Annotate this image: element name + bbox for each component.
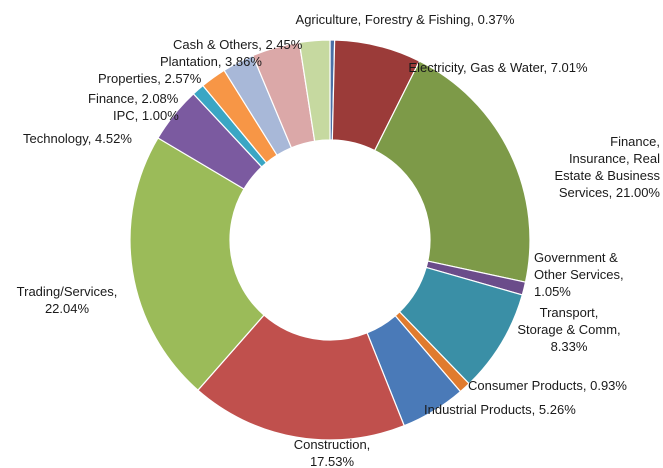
label-trading-services: Trading/Services, 22.04% bbox=[17, 284, 118, 316]
slice-labels: Agriculture, Forestry & Fishing, 0.37% El… bbox=[17, 12, 661, 468]
label-agriculture-forestry-fishing: Agriculture, Forestry & Fishing, 0.37% bbox=[296, 12, 515, 27]
label-electricity-gas-water: Electricity, Gas & Water, 7.01% bbox=[408, 60, 588, 75]
label-cash-others: Cash & Others, 2.45% bbox=[173, 37, 303, 52]
label-consumer-products: Consumer Products, 0.93% bbox=[468, 378, 627, 393]
label-transport-storage-comm: Transport, Storage & Comm, 8.33% bbox=[517, 305, 620, 354]
label-ipc: IPC, 1.00% bbox=[113, 108, 179, 123]
donut-slices bbox=[129, 39, 531, 441]
label-construction: Construction, 17.53% bbox=[294, 437, 371, 468]
slice-finance-insurance-real-estate-business-services bbox=[373, 60, 531, 283]
label-finance-insurance-real-estate-business-services: Finance, Insurance, Real Estate & Business… bbox=[555, 134, 661, 200]
label-finance: Finance, 2.08% bbox=[88, 91, 179, 106]
slice-construction bbox=[197, 314, 405, 441]
label-plantation: Plantation, 3.86% bbox=[160, 54, 262, 69]
slice-cash-others bbox=[298, 39, 331, 142]
label-technology: Technology, 4.52% bbox=[23, 131, 132, 146]
slice-trading-services bbox=[129, 137, 265, 392]
label-government-other-services: Government & Other Services, 1.05% bbox=[534, 250, 624, 299]
label-properties: Properties, 2.57% bbox=[98, 71, 202, 86]
label-industrial-products: Industrial Products, 5.26% bbox=[424, 402, 576, 417]
